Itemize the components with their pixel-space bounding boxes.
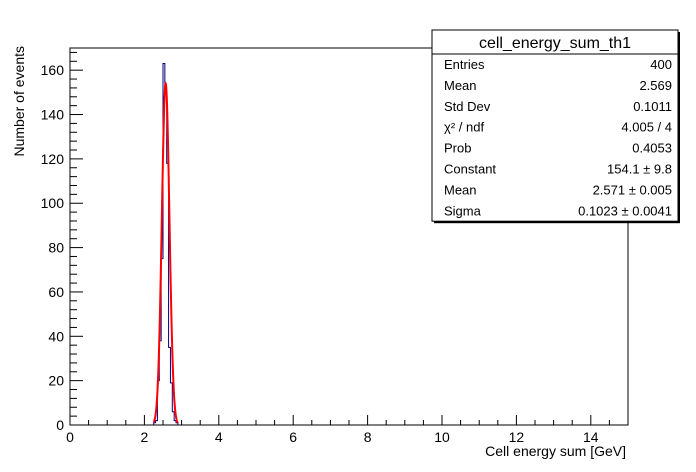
stats-row-value: 0.1011 <box>633 99 672 114</box>
x-axis: 0 2 4 6 8 10 12 14 <box>66 415 629 445</box>
stats-row-label: Constant <box>444 162 496 177</box>
stats-box-frame <box>431 29 679 222</box>
stats-row-label: Sigma <box>444 203 482 218</box>
x-tick-label: 10 <box>434 429 450 445</box>
x-tick-label: 4 <box>215 429 223 445</box>
stats-row-value: 2.569 <box>639 78 672 93</box>
stats-row-label: Std Dev <box>444 99 491 114</box>
stats-row-label: Prob <box>444 141 471 156</box>
y-axis-label: Number of events <box>11 46 27 157</box>
y-tick-label: 120 <box>41 151 65 167</box>
x-tick-label: 6 <box>289 429 297 445</box>
stats-row-value: 154.1 ± 9.8 <box>607 162 672 177</box>
stats-row-value: 0.4053 <box>632 141 672 156</box>
stats-row-value: 400 <box>650 57 672 72</box>
fit-curve <box>152 81 179 424</box>
y-tick-label: 80 <box>48 240 64 256</box>
x-tick-label: 14 <box>583 429 599 445</box>
stats-row-value: 0.1023 ± 0.0041 <box>578 203 672 218</box>
y-tick-label: 160 <box>41 62 65 78</box>
x-tick-label: 8 <box>364 429 372 445</box>
stats-row-value: 2.571 ± 0.005 <box>593 182 672 197</box>
stats-row-value: 4.005 / 4 <box>621 120 672 135</box>
x-tick-label: 2 <box>141 429 149 445</box>
gaussian-fit <box>152 81 179 424</box>
stats-row-label: Mean <box>444 78 477 93</box>
x-tick-label: 12 <box>509 429 525 445</box>
stats-row-label: Entries <box>444 57 485 72</box>
stats-row-label: χ² / ndf <box>444 120 484 135</box>
x-tick-label: 0 <box>66 429 74 445</box>
y-tick-label: 40 <box>48 328 64 344</box>
y-tick-label: 100 <box>41 195 65 211</box>
x-axis-label: Cell energy sum [GeV] <box>485 443 626 459</box>
stats-row-label: Mean <box>444 182 477 197</box>
y-tick-label: 0 <box>56 417 64 433</box>
stats-box-title: cell_energy_sum_th1 <box>479 35 631 52</box>
y-tick-label: 60 <box>48 284 64 300</box>
y-axis: 0 20 40 60 80 100 120 140 160 <box>41 51 83 433</box>
y-tick-label: 20 <box>48 373 64 389</box>
stats-box: cell_energy_sum_th1 Entries 400 Mean 2.569 St… <box>431 29 680 224</box>
y-tick-label: 140 <box>41 107 65 123</box>
